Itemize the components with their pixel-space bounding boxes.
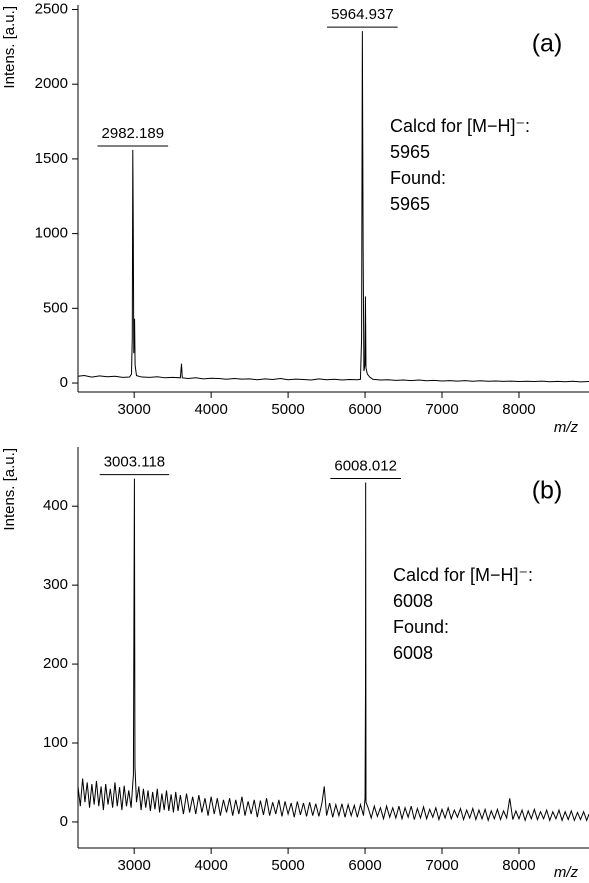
x-tick-label: 7000 (425, 857, 458, 874)
chart-panel: 0 500 1000 1500 2000 2500 3000 4000 5000 6000 7000… (1, 0, 589, 436)
plot-area (78, 31, 589, 383)
y-axis-label: Intens. [a.u.] (1, 6, 18, 89)
x-tick-label: 3000 (117, 857, 150, 874)
y-tick-label: 2500 (35, 0, 68, 17)
plot-area (78, 478, 589, 823)
y-tick-label: 400 (43, 497, 68, 514)
y-tick-label: 0 (60, 374, 68, 391)
x-tick-label: 6000 (348, 401, 381, 418)
peak-label: 3003.118 (104, 454, 165, 471)
y-tick-label: 500 (43, 299, 68, 316)
x-tick-label: 6000 (348, 857, 381, 874)
x-tick-label: 5000 (271, 401, 304, 418)
y-tick-label: 300 (43, 576, 68, 593)
annotation-text: 5965 (390, 142, 430, 162)
x-tick-label: 3000 (117, 401, 150, 418)
y-axis-label: Intens. [a.u.] (1, 448, 18, 531)
x-tick-label: 4000 (194, 401, 227, 418)
y-tick-label: 0 (60, 813, 68, 830)
y-tick-label: 200 (43, 655, 68, 672)
panel-label: (b) (532, 477, 563, 505)
annotation-text: 6008 (393, 643, 433, 663)
annotation-text: Found: (390, 168, 446, 188)
annotation-text: Calcd for [M−H]⁻: (390, 116, 530, 136)
chart-panel: 0 100 200 300 400 3000 4000 5000 6000 7000 8000 Int… (1, 447, 589, 881)
panel-label: (a) (532, 30, 563, 58)
x-axis-label: m/z (554, 419, 579, 436)
spectrum-line (78, 31, 589, 383)
x-axis-label: m/z (554, 864, 579, 881)
annotation-text: 5965 (390, 194, 430, 214)
peak-label: 6008.012 (334, 457, 397, 474)
y-tick-label: 1000 (35, 225, 68, 242)
x-tick-label: 5000 (271, 857, 304, 874)
y-tick-label: 1500 (35, 150, 68, 167)
peak-label: 5964.937 (331, 6, 394, 23)
x-tick-label: 8000 (502, 401, 535, 418)
y-tick-label: 2000 (35, 75, 68, 92)
x-tick-label: 4000 (194, 857, 227, 874)
spectrum-line (78, 478, 589, 823)
annotation-text: Calcd for [M−H]⁻: (393, 565, 533, 585)
peak-label: 2982.189 (102, 125, 165, 142)
annotation-text: 6008 (393, 591, 433, 611)
x-tick-label: 8000 (502, 857, 535, 874)
y-tick-label: 100 (43, 734, 68, 751)
annotation-text: Found: (393, 617, 449, 637)
x-tick-label: 7000 (425, 401, 458, 418)
